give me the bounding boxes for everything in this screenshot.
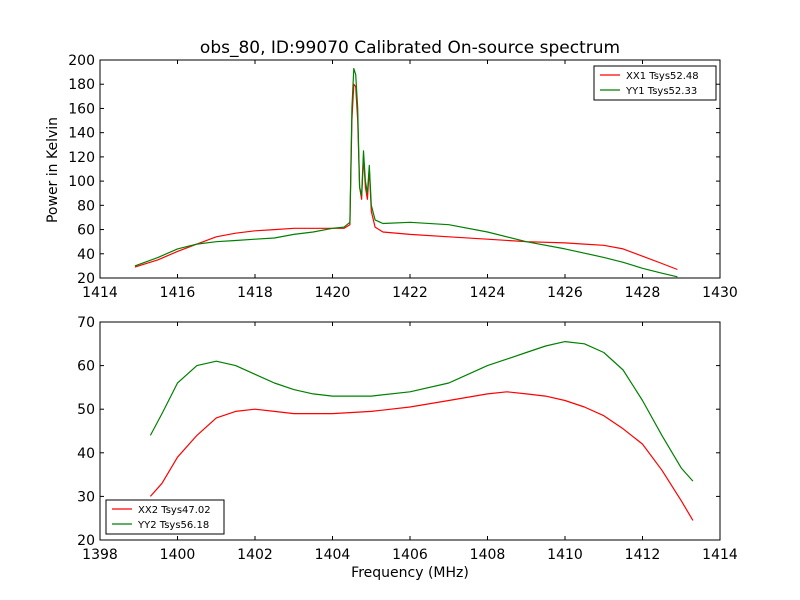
x-tick-label: 1404: [315, 547, 351, 563]
x-tick-label: 1402: [237, 547, 273, 563]
x-tick-label: 1408: [470, 547, 506, 563]
y-tick-label: 200: [68, 53, 95, 69]
x-tick-label: 1422: [392, 285, 428, 301]
y-tick-label: 50: [77, 402, 95, 418]
y-axis-label-top: Power in Kelvin: [45, 117, 61, 223]
x-tick-label: 1428: [625, 285, 661, 301]
y-tick-label: 70: [77, 315, 95, 331]
chart-title: obs_80, ID:99070 Calibrated On-source sp…: [200, 38, 620, 58]
legend: XX1 Tsys52.48 YY1 Tsys52.33: [593, 65, 717, 101]
y-tick-label: 40: [77, 446, 95, 462]
legend: XX2 Tsys47.02 YY2 Tsys56.18: [105, 499, 225, 535]
x-tick-label: 1424: [470, 285, 506, 301]
x-tick-label: 1414: [702, 547, 738, 563]
y-tick-label: 120: [68, 150, 95, 166]
x-tick-label: 1416: [160, 285, 196, 301]
x-tick-label: 1412: [625, 547, 661, 563]
y-tick-label: 80: [77, 198, 95, 214]
x-tick-label: 1400: [160, 547, 196, 563]
y-tick-label: 160: [68, 101, 95, 117]
y-tick-label: 60: [77, 223, 95, 239]
y-tick-label: 40: [77, 247, 95, 263]
x-tick-label: 1410: [547, 547, 583, 563]
y-tick-label: 30: [77, 489, 95, 505]
x-tick-label: 1398: [82, 547, 118, 563]
x-tick-label: 1406: [392, 547, 428, 563]
y-tick-label: 140: [68, 126, 95, 142]
y-tick-label: 60: [77, 359, 95, 375]
y-tick-label: 20: [77, 533, 95, 549]
x-tick-label: 1414: [82, 285, 118, 301]
y-tick-label: 20: [77, 271, 95, 287]
series-line-1-2: [134, 67, 678, 278]
x-tick-label: 1420: [315, 285, 351, 301]
series-line-2-1: [149, 391, 694, 521]
legend-box: [593, 65, 717, 101]
legend-label: XX2 Tsys47.02: [138, 505, 211, 516]
y-tick-label: 100: [68, 174, 95, 190]
series-line-1-1: [134, 83, 678, 271]
legend-box: [105, 499, 225, 535]
x-axis-label-bottom: Frequency (MHz): [351, 565, 469, 581]
x-tick-label: 1426: [547, 285, 583, 301]
chart-panel-2: 1398 1400 1402 1404 1406 1408 1410 1412 1414 20 30…: [77, 315, 738, 563]
legend-label: YY2 Tsys56.18: [137, 520, 209, 531]
y-tick-label: 180: [68, 77, 95, 93]
legend-label: XX1 Tsys52.48: [626, 71, 699, 82]
legend-label: YY1 Tsys52.33: [625, 86, 697, 97]
x-tick-label: 1418: [237, 285, 273, 301]
chart-panel-1: 1414 1416 1418 1420 1422 1424 1426 1428 1430 20 40…: [68, 53, 738, 301]
series-line-2-2: [149, 341, 694, 482]
x-tick-label: 1430: [702, 285, 738, 301]
